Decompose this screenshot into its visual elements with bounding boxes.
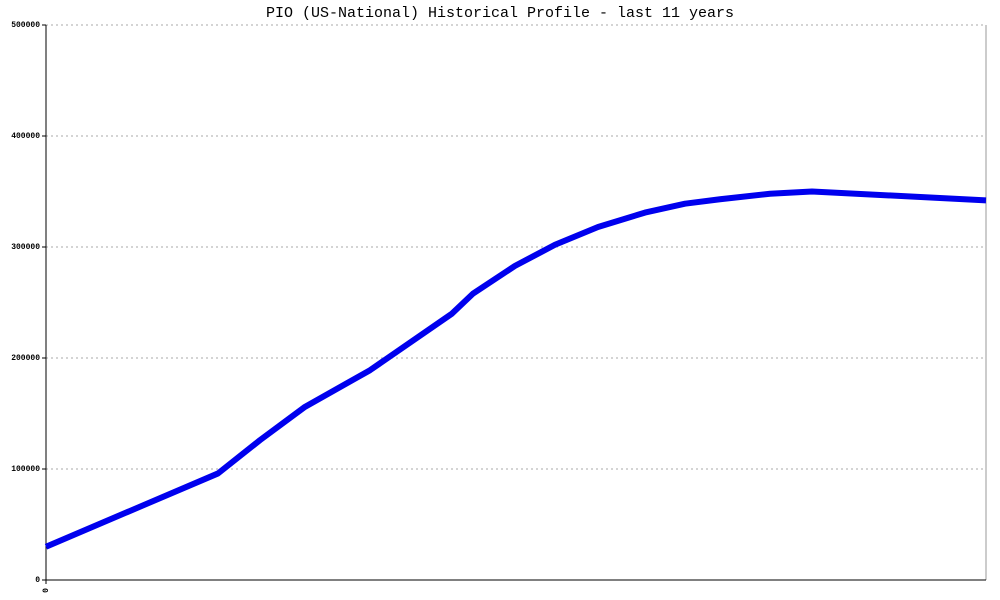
- y-tick-label: 300000: [11, 243, 40, 252]
- y-tick-label: 200000: [11, 354, 40, 363]
- data-line: [44, 188, 987, 550]
- y-tick-label: 100000: [11, 465, 40, 474]
- x-tick-label: 0: [42, 588, 51, 593]
- chart-title: PIO (US-National) Historical Profile - l…: [266, 5, 734, 22]
- y-tick-label: 500000: [11, 21, 40, 30]
- y-tick-label: 0: [35, 576, 40, 585]
- y-tick-label: 400000: [11, 132, 40, 141]
